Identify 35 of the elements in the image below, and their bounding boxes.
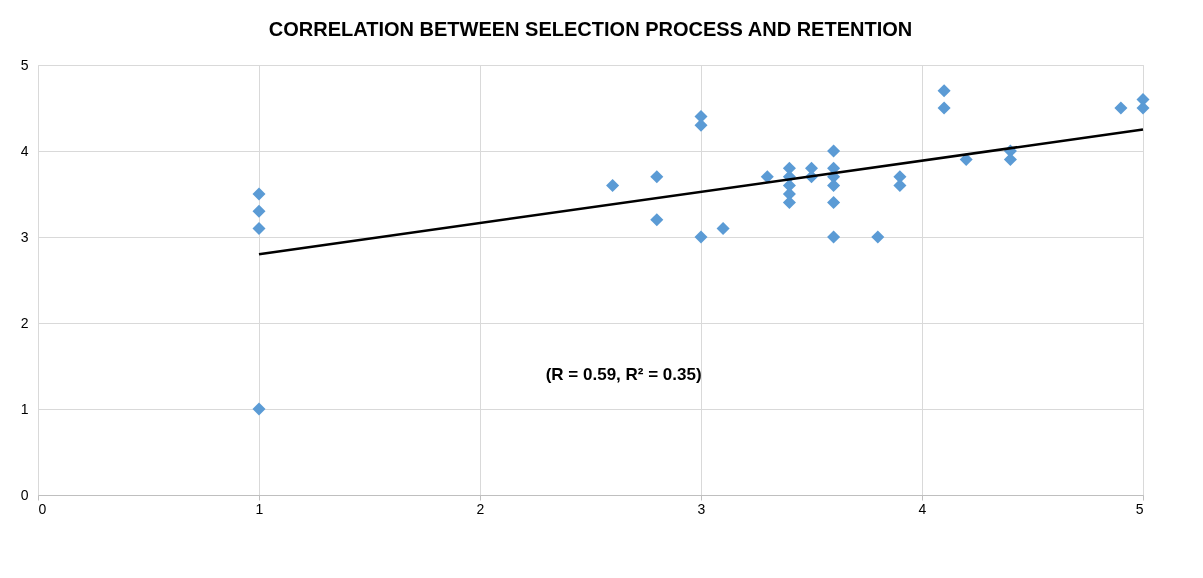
point <box>650 213 664 227</box>
x-tick-label: 1 <box>255 500 264 517</box>
point <box>252 402 266 416</box>
point <box>606 178 620 192</box>
y-tick-label: 1 <box>20 400 29 417</box>
point <box>871 230 885 244</box>
point <box>1136 101 1150 115</box>
y-tick-label: 0 <box>20 486 29 503</box>
point <box>716 221 730 235</box>
y-tick-label: 2 <box>20 314 29 331</box>
point <box>827 144 841 158</box>
point <box>959 153 973 167</box>
x-tick-label: 0 <box>38 500 47 517</box>
annotation: (R = 0.59, R² = 0.35) <box>545 364 702 384</box>
point <box>1114 101 1128 115</box>
point <box>760 170 774 184</box>
x-tick-label: 4 <box>918 500 927 517</box>
y-tick-label: 4 <box>20 142 29 159</box>
point <box>937 101 951 115</box>
point <box>694 230 708 244</box>
point <box>937 84 951 98</box>
x-tick-label: 3 <box>697 500 706 517</box>
point <box>782 196 796 210</box>
x-tick-label: 5 <box>1135 500 1144 517</box>
point <box>650 170 664 184</box>
point <box>827 196 841 210</box>
y-tick-label: 5 <box>20 56 29 73</box>
point <box>827 230 841 244</box>
point <box>1003 153 1017 167</box>
y-tick-label: 3 <box>20 228 29 245</box>
x-tick-label: 2 <box>476 500 485 517</box>
point <box>252 204 266 218</box>
chart-title: CORRELATION BETWEEN SELECTION PROCESS AND RETENTION <box>268 18 913 40</box>
point <box>252 187 266 201</box>
point <box>252 221 266 235</box>
